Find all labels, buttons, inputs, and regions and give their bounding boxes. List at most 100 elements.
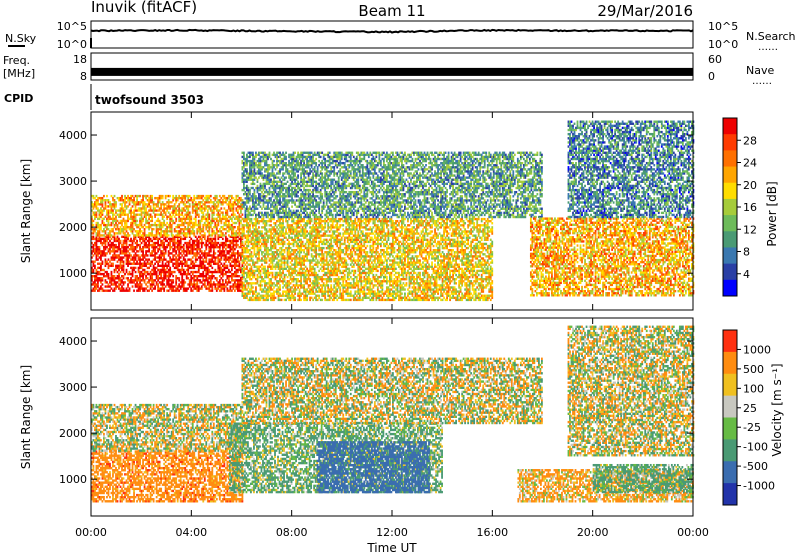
heatmap-cell [156,226,158,228]
heatmap-cell [109,252,111,254]
heatmap-cell [186,290,188,292]
heatmap-cell [190,238,192,240]
heatmap-cell [211,234,213,236]
heatmap-cell [105,248,107,250]
heatmap-cell [172,275,174,277]
heatmap-cell [204,265,206,267]
heatmap-cell [242,278,244,280]
heatmap-cell [254,251,256,253]
heatmap-cell [257,282,259,284]
heatmap-cell [129,234,131,236]
heatmap-cell [177,261,179,263]
heatmap-cell [255,224,257,226]
heatmap-cell [111,238,113,240]
heatmap-cell [172,287,174,289]
heatmap-cell [251,297,253,299]
heatmap-cell [238,201,240,203]
heatmap-cell [157,250,159,252]
heatmap-cell [114,258,116,260]
heatmap-cell [108,222,110,224]
heatmap-cell [193,226,195,228]
heatmap-cell [141,230,143,232]
heatmap-cell [216,197,218,199]
heatmap-cell [120,226,122,228]
heatmap-cell [225,228,227,230]
heatmap-cell [169,195,171,197]
heatmap-cell [150,271,152,273]
heatmap-cell [202,226,204,228]
heatmap-cell [163,209,165,211]
heatmap-cell [144,228,146,230]
heatmap-cell [189,234,191,236]
heatmap-cell [145,265,147,267]
heatmap-cell [108,273,110,275]
heatmap-cell [222,199,224,201]
heatmap-cell [208,205,210,207]
heatmap-cell [148,250,150,252]
heatmap-cell [237,203,239,205]
heatmap-cell [108,267,110,269]
heatmap-cell [193,234,195,236]
heatmap-cell [109,290,111,292]
heatmap-cell [263,251,265,253]
power-heatmap [91,121,694,302]
heatmap-cell [223,287,225,289]
heatmap-cell [232,197,234,199]
heatmap-cell [258,222,260,224]
heatmap-cell [111,234,113,236]
heatmap-cell [178,203,180,205]
heatmap-cell [105,258,107,260]
heatmap-cell [132,271,134,273]
heatmap-cell [263,288,265,290]
heatmap-cell [183,248,185,250]
heatmap-cell [145,242,147,244]
heatmap-cell [93,224,95,226]
heatmap-cell [211,228,213,230]
heatmap-cell [111,207,113,209]
heatmap-cell [141,222,143,224]
heatmap-cell [222,226,224,228]
heatmap-cell [210,263,212,265]
heatmap-cell [240,222,242,224]
heatmap-cell [132,244,134,246]
heatmap-cell [93,269,95,271]
heatmap-cell [168,234,170,236]
heatmap-cell [190,218,192,220]
heatmap-cell [238,287,240,289]
heatmap-cell [108,228,110,230]
heatmap-cell [154,279,156,281]
heatmap-cell [94,261,96,263]
heatmap-cell [201,281,203,283]
heatmap-cell [210,281,212,283]
heatmap-cell [147,220,149,222]
heatmap-cell [226,211,228,213]
heatmap-cell [133,250,135,252]
nsearch-tick-bottom: 10^0 [708,38,738,51]
heatmap-cell [226,218,228,220]
heatmap-cell [201,240,203,242]
heatmap-cell [201,256,203,258]
heatmap-cell [159,246,161,248]
heatmap-cell [102,211,104,213]
heatmap-cell [251,218,253,220]
heatmap-cell [96,242,98,244]
heatmap-cell [142,248,144,250]
heatmap-cell [178,283,180,285]
heatmap-cell [243,274,245,276]
heatmap-cell [242,253,244,255]
heatmap-cell [100,285,102,287]
heatmap-cell [96,211,98,213]
heatmap-cell [205,242,207,244]
heatmap-cell [108,283,110,285]
heatmap-cell [157,285,159,287]
heatmap-cell [220,207,222,209]
heatmap-cell [260,282,262,284]
heatmap-cell [115,218,117,220]
heatmap-cell [144,232,146,234]
heatmap-cell [141,271,143,273]
heatmap-cell [243,276,245,278]
heatmap-cell [202,228,204,230]
heatmap-cell [180,230,182,232]
heatmap-cell [235,263,237,265]
heatmap-cell [141,267,143,269]
